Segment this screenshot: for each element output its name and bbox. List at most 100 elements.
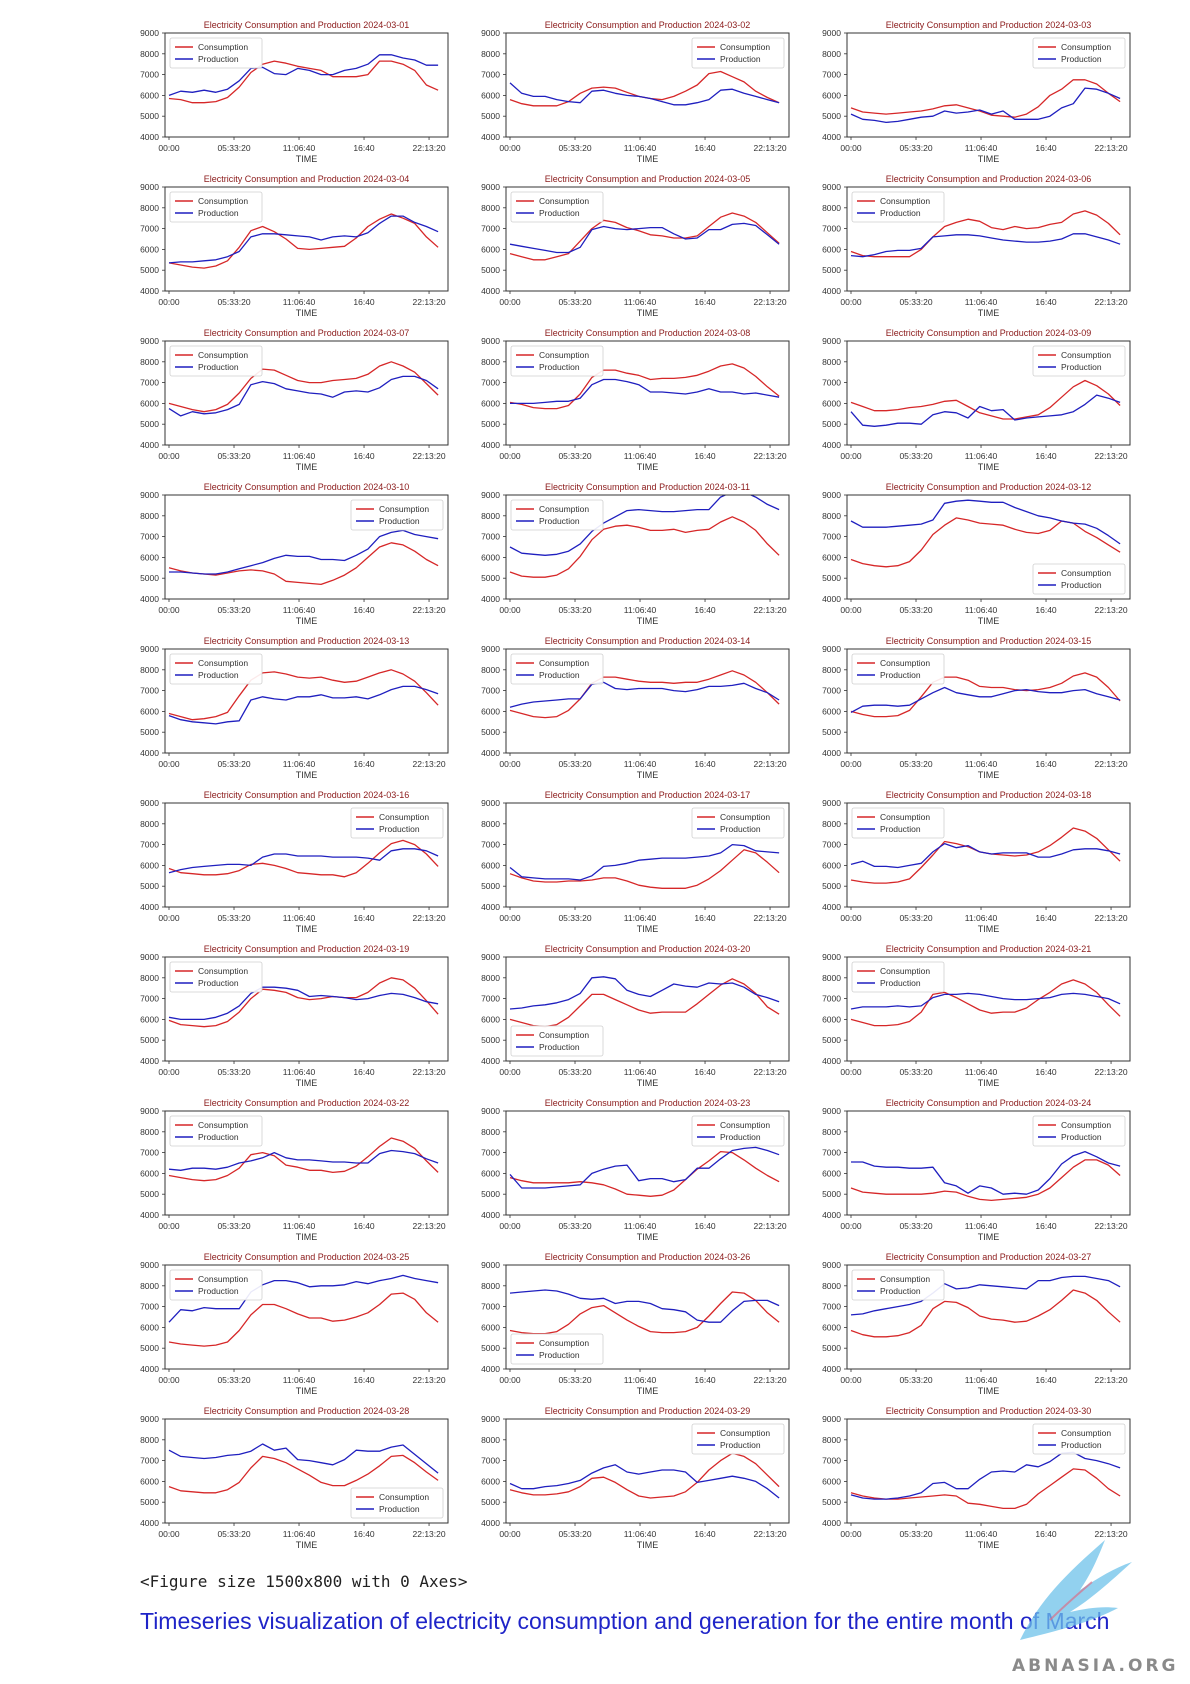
x-tick-label: 00:00 — [499, 1529, 521, 1539]
x-tick-label: 22:13:20 — [754, 1221, 787, 1231]
chart-title: Electricity Consumption and Production 2… — [886, 790, 1092, 800]
legend-consumption-label: Consumption — [539, 350, 589, 360]
chart-title: Electricity Consumption and Production 2… — [204, 174, 410, 184]
y-tick-label: 7000 — [822, 840, 841, 850]
legend-production-label: Production — [880, 1286, 921, 1296]
consumption-series-line — [509, 70, 780, 107]
legend: Consumption Production — [691, 1115, 785, 1147]
y-tick-label: 9000 — [481, 182, 500, 192]
y-tick-label: 6000 — [140, 552, 159, 562]
legend-consumption-label: Consumption — [379, 1492, 429, 1502]
x-tick-label: 05:33:20 — [558, 605, 591, 615]
x-axis-label: TIME — [296, 1078, 318, 1088]
legend: Consumption Production — [851, 961, 945, 993]
y-tick-label: 9000 — [822, 490, 841, 500]
x-tick-label: 00:00 — [158, 1375, 180, 1385]
x-axis-label: TIME — [637, 308, 659, 318]
chart-panel: Electricity Consumption and Production 2… — [481, 1406, 790, 1550]
x-tick-label: 00:00 — [840, 1529, 862, 1539]
y-tick-label: 8000 — [140, 819, 159, 829]
legend-consumption-label: Consumption — [198, 1274, 248, 1284]
legend-box — [510, 1025, 604, 1057]
legend-consumption-label: Consumption — [198, 42, 248, 52]
x-axis-label: TIME — [637, 1386, 659, 1396]
chart-title: Electricity Consumption and Production 2… — [886, 1098, 1092, 1108]
y-tick-label: 5000 — [822, 573, 841, 583]
y-tick-label: 8000 — [822, 49, 841, 59]
y-tick-label: 5000 — [140, 727, 159, 737]
y-tick-label: 9000 — [140, 490, 159, 500]
plot-frame — [164, 340, 449, 446]
x-tick-label: 05:33:20 — [899, 297, 932, 307]
x-tick-label: 11:06:40 — [283, 1529, 316, 1539]
chart-panel: Electricity Consumption and Production 2… — [481, 174, 790, 318]
chart-title: Electricity Consumption and Production 2… — [204, 636, 410, 646]
x-tick-label: 22:13:20 — [754, 913, 787, 923]
y-tick-label: 5000 — [481, 1343, 500, 1353]
legend-box — [169, 191, 263, 223]
x-axis-label: TIME — [978, 1386, 1000, 1396]
legend-consumption-label: Consumption — [539, 1030, 589, 1040]
y-tick-label: 9000 — [481, 644, 500, 654]
x-tick-label: 00:00 — [840, 1067, 862, 1077]
plot-frame — [505, 340, 790, 446]
x-tick-label: 22:13:20 — [413, 759, 446, 769]
consumption-series-line — [168, 361, 439, 413]
y-tick-label: 8000 — [140, 1127, 159, 1137]
x-axis-label: TIME — [978, 308, 1000, 318]
legend-production-label: Production — [720, 54, 761, 64]
x-tick-label: 05:33:20 — [558, 297, 591, 307]
plot-frame — [846, 1264, 1131, 1370]
y-tick-label: 6000 — [140, 244, 159, 254]
y-tick-label: 5000 — [822, 727, 841, 737]
x-tick-label: 11:06:40 — [624, 451, 657, 461]
legend-consumption-label: Consumption — [880, 812, 930, 822]
x-tick-label: 00:00 — [840, 1221, 862, 1231]
y-tick-label: 5000 — [481, 419, 500, 429]
plot-frame — [505, 494, 790, 600]
y-tick-label: 4000 — [822, 594, 841, 604]
plot-frame — [164, 956, 449, 1062]
production-series-line — [168, 375, 439, 417]
legend-box — [1032, 563, 1126, 595]
y-tick-label: 7000 — [481, 378, 500, 388]
x-axis-label: TIME — [296, 616, 318, 626]
chart-panel: Electricity Consumption and Production 2… — [822, 328, 1131, 472]
x-tick-label: 22:13:20 — [1095, 913, 1128, 923]
x-axis-label: TIME — [978, 1540, 1000, 1550]
legend-box — [169, 345, 263, 377]
legend: Consumption Production — [169, 37, 263, 69]
legend-box — [1032, 37, 1126, 69]
y-tick-label: 9000 — [822, 952, 841, 962]
y-tick-label: 5000 — [481, 265, 500, 275]
y-tick-label: 8000 — [822, 665, 841, 675]
legend-production-label: Production — [1061, 1440, 1102, 1450]
y-tick-label: 8000 — [481, 357, 500, 367]
legend-consumption-label: Consumption — [720, 42, 770, 52]
y-tick-label: 4000 — [822, 1518, 841, 1528]
y-tick-label: 7000 — [822, 224, 841, 234]
legend-production-label: Production — [880, 670, 921, 680]
chart-panel: Electricity Consumption and Production 2… — [140, 482, 449, 626]
y-tick-label: 8000 — [481, 1281, 500, 1291]
legend-production-label: Production — [198, 1286, 239, 1296]
x-tick-label: 00:00 — [840, 297, 862, 307]
x-tick-label: 16:40 — [694, 1067, 716, 1077]
x-tick-label: 16:40 — [694, 1529, 716, 1539]
x-tick-label: 11:06:40 — [283, 1221, 316, 1231]
y-tick-label: 7000 — [140, 378, 159, 388]
x-tick-label: 22:13:20 — [754, 1067, 787, 1077]
y-tick-label: 4000 — [822, 1364, 841, 1374]
y-tick-label: 6000 — [140, 1014, 159, 1024]
x-tick-label: 16:40 — [353, 759, 375, 769]
chart-panel: Electricity Consumption and Production 2… — [822, 174, 1131, 318]
chart-panel: Electricity Consumption and Production 2… — [481, 944, 790, 1088]
y-tick-label: 6000 — [481, 1322, 500, 1332]
y-tick-label: 6000 — [822, 1168, 841, 1178]
x-tick-label: 22:13:20 — [754, 143, 787, 153]
x-tick-label: 22:13:20 — [1095, 1221, 1128, 1231]
y-tick-label: 7000 — [822, 70, 841, 80]
y-tick-label: 9000 — [822, 182, 841, 192]
y-tick-label: 5000 — [822, 1035, 841, 1045]
legend: Consumption Production — [1032, 1423, 1126, 1455]
